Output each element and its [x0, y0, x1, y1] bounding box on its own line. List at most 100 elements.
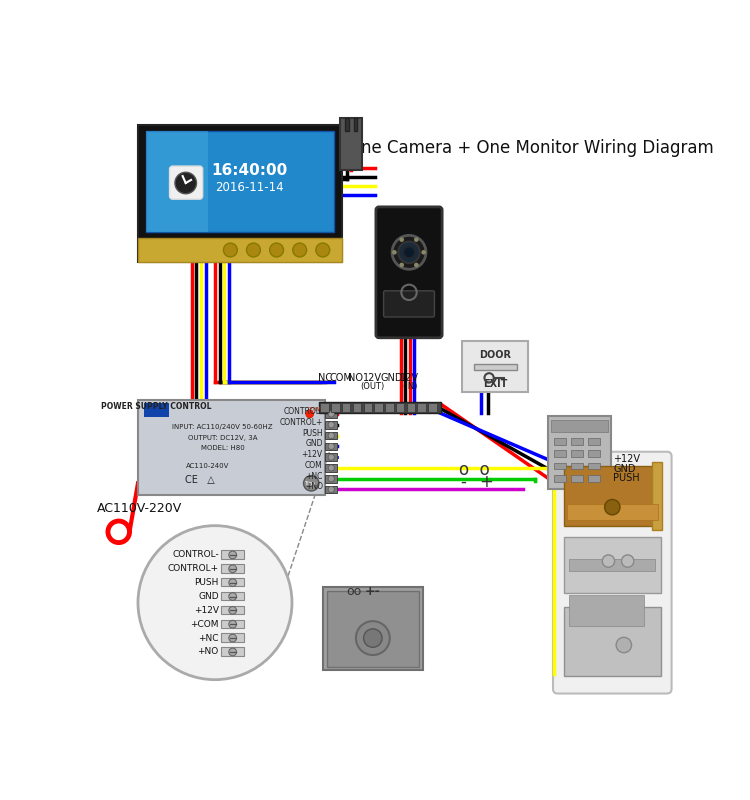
Circle shape — [229, 606, 236, 614]
Text: +-: +- — [365, 585, 381, 598]
Circle shape — [328, 411, 334, 417]
Bar — [138, 400, 325, 495]
Text: 12V: 12V — [363, 373, 382, 383]
Circle shape — [229, 634, 236, 642]
Bar — [322, 587, 423, 670]
Text: o  o: o o — [459, 461, 490, 479]
Circle shape — [392, 250, 397, 254]
Bar — [327, 591, 419, 666]
Text: +12V: +12V — [194, 606, 219, 615]
Bar — [364, 403, 372, 413]
Bar — [221, 564, 245, 573]
Text: -: - — [460, 473, 466, 491]
Text: CONTROL+: CONTROL+ — [168, 564, 219, 574]
Bar — [325, 442, 338, 450]
Text: PUSH: PUSH — [302, 429, 322, 438]
Bar — [396, 403, 404, 413]
Text: NO: NO — [349, 373, 364, 383]
Circle shape — [175, 172, 196, 194]
Bar — [221, 592, 245, 600]
Bar — [146, 131, 334, 231]
Bar — [138, 126, 342, 262]
Text: PUSH: PUSH — [613, 473, 640, 483]
Bar — [352, 403, 362, 413]
Text: One Camera + One Monitor Wiring Diagram: One Camera + One Monitor Wiring Diagram — [348, 139, 713, 158]
Text: AC110-240V: AC110-240V — [185, 463, 229, 469]
Text: +NO: +NO — [197, 647, 219, 657]
Bar — [548, 415, 610, 490]
Text: AC110V-220V: AC110V-220V — [98, 502, 182, 515]
Circle shape — [602, 555, 614, 567]
Bar — [428, 403, 436, 413]
Bar — [221, 578, 245, 586]
Circle shape — [404, 247, 415, 258]
Bar — [325, 486, 338, 494]
Bar — [221, 606, 245, 614]
Text: POWER SUPPLY CONTROL: POWER SUPPLY CONTROL — [101, 402, 211, 411]
Text: 16:40:00: 16:40:00 — [211, 163, 288, 178]
Text: GND: GND — [613, 464, 635, 474]
Bar — [325, 475, 338, 482]
Circle shape — [398, 242, 420, 263]
Bar — [588, 475, 600, 482]
Bar — [571, 438, 583, 445]
Circle shape — [328, 422, 334, 428]
Bar — [569, 595, 644, 626]
Bar — [554, 462, 566, 470]
Bar — [144, 403, 169, 417]
Circle shape — [229, 578, 236, 586]
Circle shape — [364, 629, 382, 647]
Text: POWER: POWER — [308, 407, 328, 412]
Text: PUSH: PUSH — [194, 578, 219, 587]
Text: (IN): (IN) — [402, 382, 418, 390]
Circle shape — [400, 262, 404, 267]
Circle shape — [328, 465, 334, 471]
Bar — [564, 466, 661, 526]
Circle shape — [328, 454, 334, 460]
Bar — [588, 438, 600, 445]
Text: +COM: +COM — [190, 620, 219, 629]
Bar — [588, 450, 600, 457]
Text: +NC: +NC — [305, 472, 322, 481]
Text: DOOR: DOOR — [479, 350, 512, 360]
Bar — [342, 403, 350, 413]
Circle shape — [229, 648, 236, 656]
Circle shape — [616, 638, 632, 653]
Circle shape — [356, 621, 390, 655]
Text: GND: GND — [380, 373, 403, 383]
Text: +NC: +NC — [198, 634, 219, 642]
Text: COM: COM — [305, 461, 322, 470]
Bar — [221, 647, 245, 656]
Bar — [571, 475, 583, 482]
Circle shape — [229, 620, 236, 628]
Text: INPUT: AC110/240V 50-60HZ: INPUT: AC110/240V 50-60HZ — [172, 425, 273, 430]
Circle shape — [328, 476, 334, 482]
Bar — [332, 403, 340, 413]
Bar — [325, 464, 338, 472]
Bar — [320, 403, 329, 413]
Bar — [418, 403, 426, 413]
Circle shape — [229, 565, 236, 573]
Text: +: + — [479, 473, 493, 491]
Bar — [554, 450, 566, 457]
Bar — [554, 475, 566, 482]
Bar — [325, 421, 338, 429]
Bar — [325, 410, 338, 418]
Circle shape — [270, 243, 284, 257]
Circle shape — [414, 262, 419, 267]
Bar — [325, 454, 338, 461]
Bar — [564, 606, 661, 676]
Text: (OUT): (OUT) — [361, 382, 385, 390]
Circle shape — [328, 486, 334, 493]
Bar — [345, 118, 349, 131]
Circle shape — [328, 443, 334, 450]
Bar — [462, 341, 528, 393]
Bar — [652, 462, 662, 530]
Text: 12V: 12V — [400, 373, 419, 383]
Text: GND: GND — [198, 592, 219, 601]
Bar — [588, 462, 600, 470]
Bar — [138, 238, 342, 262]
Circle shape — [392, 235, 426, 270]
Circle shape — [604, 499, 620, 515]
Text: GND: GND — [305, 439, 322, 448]
